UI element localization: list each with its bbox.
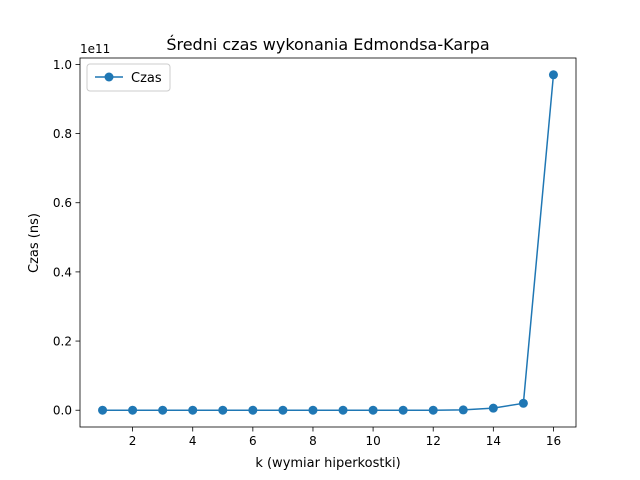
y-axis-offset-label: 1e11: [80, 42, 110, 56]
chart-title: Średni czas wykonania Edmondsa-Karpa: [166, 35, 489, 54]
data-point: [458, 405, 468, 415]
legend-frame: [86, 63, 171, 92]
x-tick-label: 16: [546, 434, 561, 448]
y-tick-label: 1.0: [53, 58, 72, 72]
data-point: [218, 405, 228, 415]
y-axis-label: Czas (ns): [27, 213, 42, 273]
data-point: [278, 405, 288, 415]
data-point: [488, 403, 498, 413]
y-tick-label: 0.4: [53, 265, 72, 279]
legend-marker-swatch: [104, 72, 114, 82]
x-tick-label: 6: [249, 434, 257, 448]
x-tick-label: 4: [189, 434, 197, 448]
legend: Czas: [86, 63, 171, 92]
x-tick-label: 14: [486, 434, 501, 448]
data-point: [428, 405, 438, 415]
data-point: [398, 405, 408, 415]
y-tick-label: 0.2: [53, 335, 72, 349]
x-tick-label: 2: [129, 434, 137, 448]
data-point: [308, 405, 318, 415]
data-point: [248, 405, 258, 415]
axes-frame: [79, 57, 577, 428]
y-tick-label: 0.6: [53, 196, 72, 210]
x-tick-label: 8: [309, 434, 317, 448]
data-point: [518, 398, 528, 408]
series-line-czas: [102, 74, 555, 411]
data-point: [188, 405, 198, 415]
data-point: [368, 405, 378, 415]
data-point: [128, 405, 138, 415]
data-point: [158, 405, 168, 415]
data-point: [548, 70, 558, 80]
x-tick-label: 10: [365, 434, 380, 448]
x-tick-label: 12: [426, 434, 441, 448]
data-point: [338, 405, 348, 415]
legend-label-czas: Czas: [131, 71, 162, 86]
y-tick-label: 0.0: [53, 404, 72, 418]
plot-area: 2 4 6 8 10 12 14 16 0.0 0.2 0.4 0.6 0.8 1.0: [53, 57, 577, 448]
data-point: [98, 405, 108, 415]
x-axis-label: k (wymiar hiperkostki): [255, 456, 400, 471]
y-tick-label: 0.8: [53, 127, 72, 141]
